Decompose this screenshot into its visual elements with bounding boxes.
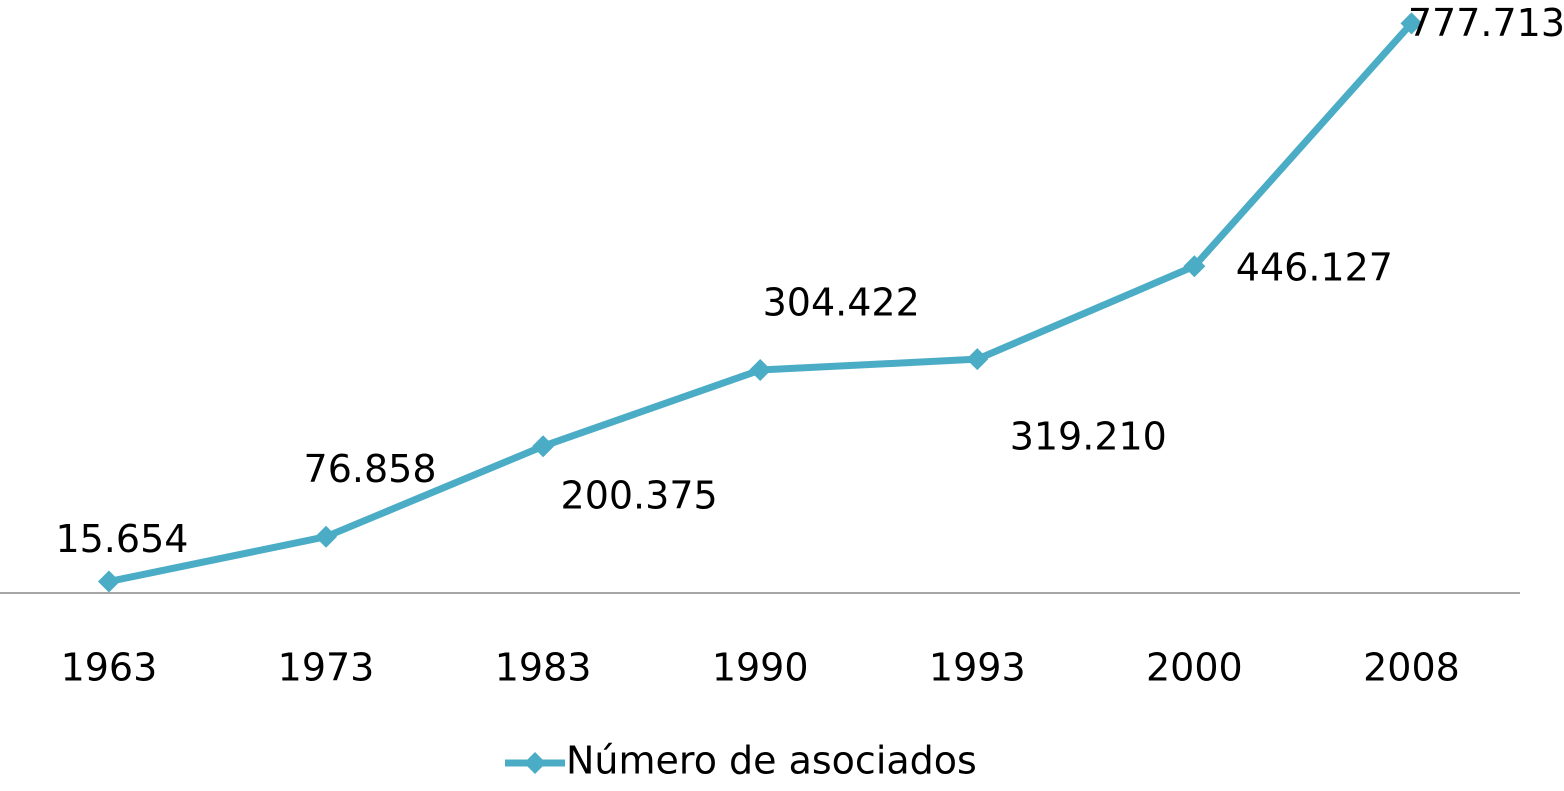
data-label: 446.127 bbox=[1236, 246, 1393, 290]
marker bbox=[532, 435, 555, 458]
x-tick-label: 1983 bbox=[495, 646, 592, 690]
marker bbox=[1400, 12, 1423, 35]
marker bbox=[1183, 255, 1206, 278]
marker bbox=[749, 359, 772, 382]
x-tick-label: 1993 bbox=[929, 646, 1026, 690]
legend-marker bbox=[524, 752, 546, 774]
marker bbox=[966, 348, 989, 371]
data-label: 319.210 bbox=[1010, 415, 1167, 459]
x-tick-label: 2008 bbox=[1363, 646, 1460, 690]
line bbox=[108, 20, 1415, 585]
x-tick-label: 1990 bbox=[712, 646, 809, 690]
data-label: 15.654 bbox=[55, 517, 188, 561]
data-label: 200.375 bbox=[561, 474, 718, 518]
legend-label: Número de asociados bbox=[566, 739, 977, 783]
marker bbox=[315, 525, 338, 548]
data-label: 777.713 bbox=[1408, 1, 1564, 45]
marker bbox=[97, 570, 120, 593]
data-label: 76.858 bbox=[304, 447, 437, 491]
x-tick-label: 2000 bbox=[1146, 646, 1243, 690]
data-label: 304.422 bbox=[763, 281, 920, 325]
x-tick-label: 1973 bbox=[278, 646, 375, 690]
x-tick-label: 1963 bbox=[61, 646, 158, 690]
